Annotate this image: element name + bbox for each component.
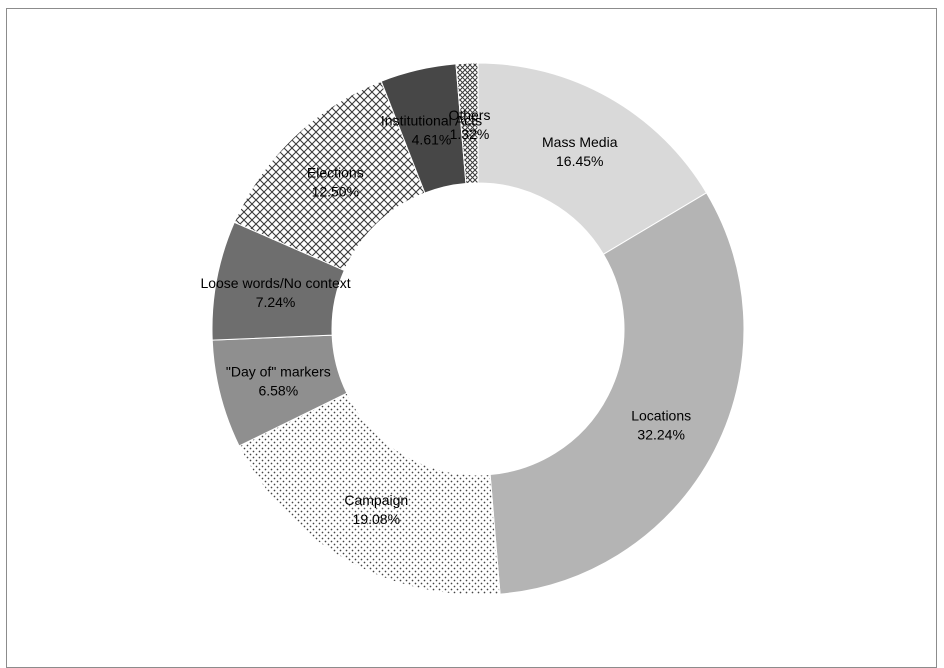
slice-label-campaign: Campaign 19.08% <box>344 492 408 527</box>
slice-category-label: Elections <box>307 164 364 180</box>
slice-label-others: Others 1.32% <box>448 107 490 142</box>
slice-percent-label: 12.50% <box>312 183 359 199</box>
slices-layer <box>211 62 745 596</box>
slice-campaign <box>238 392 501 596</box>
slice-percent-label: 4.61% <box>412 131 452 147</box>
slice-label-mass-media: Mass Media 16.45% <box>542 134 618 169</box>
slice-label-institutional-acts: Institutional Acts 4.61% <box>381 112 482 147</box>
slice-label-locations: Locations 32.24% <box>631 407 691 442</box>
slice-percent-label: 7.24% <box>256 294 296 310</box>
slice-category-label: Locations <box>631 407 691 423</box>
slice-category-label: Campaign <box>344 492 408 508</box>
slice-category-label: Institutional Acts <box>381 112 482 128</box>
slice-category-label: "Day of" markers <box>226 364 331 380</box>
labels-layer: Mass Media 16.45% Locations 32.24% Campaign 1… <box>200 107 691 527</box>
slice-category-label: Mass Media <box>542 134 618 150</box>
slice-label-elections: Elections 12.50% <box>307 164 364 199</box>
slice-category-label: Others <box>448 107 490 123</box>
slice-category-label: Loose words/No context <box>200 275 350 291</box>
slice-percent-label: 32.24% <box>637 426 684 442</box>
slice-locations <box>489 192 745 595</box>
slice-percent-label: 1.32% <box>450 126 490 142</box>
donut-chart: Mass Media 16.45% Locations 32.24% Campaign 1… <box>200 62 745 596</box>
slice-label-day-of-markers: "Day of" markers 6.58% <box>226 364 331 399</box>
slice-mass-media <box>477 62 708 255</box>
slice-label-loose-words-no-context: Loose words/No context 7.24% <box>200 275 350 310</box>
slice-others <box>455 62 479 185</box>
slice-percent-label: 19.08% <box>353 511 400 527</box>
slice-percent-label: 6.58% <box>258 383 298 399</box>
slice-percent-label: 16.45% <box>556 153 603 169</box>
